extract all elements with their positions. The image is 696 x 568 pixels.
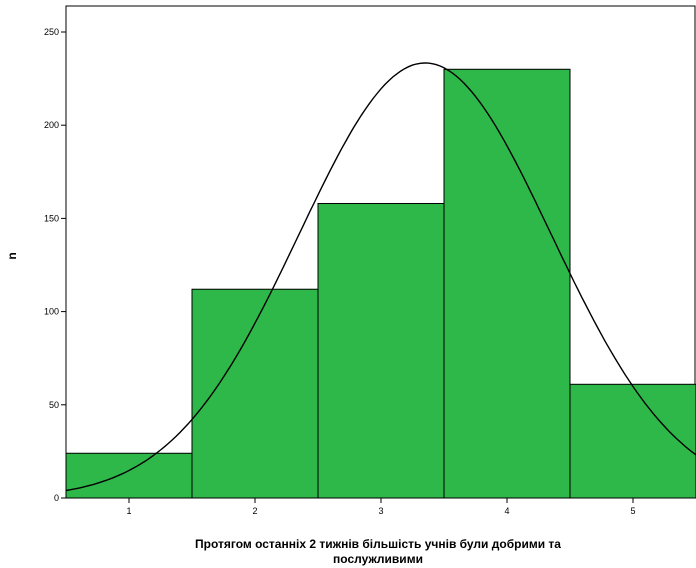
x-tick-label-2: 2 (252, 506, 257, 516)
y-tick-label-200: 200 (44, 120, 59, 130)
y-tick-label-0: 0 (54, 493, 59, 503)
bar-1 (65, 452, 193, 499)
bar-3 (317, 202, 445, 499)
histogram-bars (65, 68, 696, 499)
x-tick-label-4: 4 (504, 506, 509, 516)
x-tick-label-3: 3 (378, 506, 383, 516)
y-tick-label-150: 150 (44, 213, 59, 223)
bar-5 (569, 383, 696, 499)
x-axis: 1 2 3 4 5 (126, 498, 636, 516)
bar-4 (443, 68, 571, 499)
y-axis: 0 50 100 150 200 250 (44, 27, 66, 503)
x-tick-label-5: 5 (630, 506, 635, 516)
bar-2 (191, 288, 319, 499)
y-tick-label-50: 50 (49, 400, 59, 410)
x-axis-title-line-1: Протягом останніх 2 тижнів більшість учн… (195, 537, 561, 551)
y-axis-title: n (5, 252, 19, 259)
y-tick-label-100: 100 (44, 307, 59, 317)
x-tick-label-1: 1 (126, 506, 131, 516)
normal-curve (65, 62, 696, 492)
y-tick-label-250: 250 (44, 27, 59, 37)
x-axis-title-line-2: послужливими (333, 552, 423, 566)
